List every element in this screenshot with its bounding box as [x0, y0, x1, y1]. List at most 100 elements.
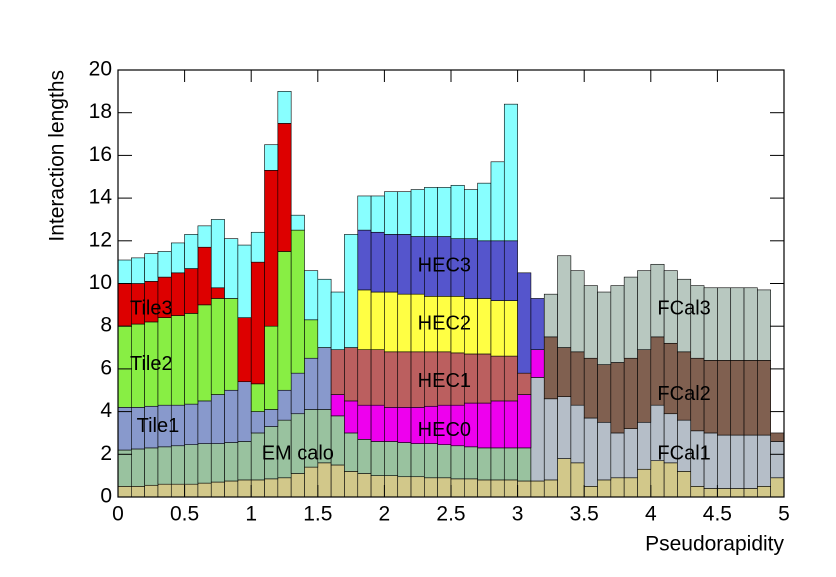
y-tick-label: 14	[89, 186, 113, 209]
histogram-segment	[490, 161, 505, 242]
histogram-segment	[410, 443, 425, 478]
histogram-segment	[543, 479, 558, 498]
histogram-segment	[224, 480, 239, 498]
histogram-segment	[224, 238, 239, 299]
histogram-segment	[250, 383, 265, 412]
histogram-segment	[743, 287, 758, 361]
histogram-segment	[157, 251, 172, 278]
histogram-segment	[357, 289, 372, 350]
histogram-segment	[157, 483, 172, 498]
histogram-segment	[397, 191, 412, 235]
histogram-segment	[131, 257, 145, 284]
histogram-segment	[623, 428, 638, 479]
histogram-segment	[117, 486, 132, 498]
histogram-segment	[424, 477, 438, 498]
histogram-segment	[397, 407, 412, 443]
histogram-segment	[530, 349, 545, 378]
histogram-segment	[597, 291, 612, 365]
histogram-segment	[330, 349, 345, 395]
histogram-segment	[357, 404, 372, 440]
histogram-segment	[503, 300, 518, 357]
histogram-segment	[344, 234, 359, 348]
histogram-segment	[397, 234, 412, 295]
y-tick-label: 6	[100, 356, 112, 379]
x-tick-label: 5	[778, 503, 790, 526]
histogram-segment	[397, 293, 412, 353]
histogram-segment	[131, 448, 145, 487]
histogram-segment	[570, 351, 585, 406]
histogram-segment	[477, 298, 492, 355]
histogram-segment	[503, 447, 518, 481]
histogram-segment	[197, 304, 212, 402]
histogram-segment	[277, 251, 292, 391]
histogram-segment	[357, 229, 372, 291]
histogram-segment	[530, 480, 545, 498]
histogram-segment	[743, 360, 758, 436]
histogram-segment	[543, 398, 558, 481]
y-tick-label: 18	[89, 100, 112, 123]
histogram-segment	[410, 189, 425, 237]
histogram-segment	[770, 441, 785, 479]
histogram-segment	[370, 404, 385, 442]
histogram-segment	[530, 298, 545, 350]
histogram-segment	[224, 389, 239, 443]
histogram-segment	[290, 214, 305, 231]
histogram-segment	[517, 394, 532, 449]
histogram-segment	[437, 444, 452, 479]
histogram-segment	[517, 480, 532, 498]
histogram-segment	[464, 189, 478, 239]
histogram-segment	[344, 432, 359, 472]
histogram-segment	[344, 400, 359, 434]
histogram-segment	[717, 434, 732, 489]
histogram-segment	[184, 268, 199, 314]
histogram-segment	[184, 444, 199, 485]
histogram-segment	[477, 182, 492, 242]
histogram-segment	[317, 347, 332, 410]
histogram-segment	[357, 349, 372, 406]
histogram-segment	[410, 476, 425, 498]
histogram-segment	[370, 195, 385, 233]
histogram-segment	[730, 488, 745, 498]
histogram-segment	[503, 240, 518, 301]
histogram-segment	[224, 442, 239, 482]
histogram-segment	[384, 291, 399, 353]
histogram-segment	[557, 458, 572, 498]
histogram-segment	[623, 477, 638, 498]
histogram-segment	[464, 478, 478, 498]
histogram-segment	[370, 441, 385, 476]
histogram-segment	[490, 400, 505, 449]
histogram-segment	[583, 285, 598, 359]
histogram-segment	[637, 349, 652, 423]
histogram-segment	[570, 404, 585, 464]
histogram-segment	[384, 441, 399, 476]
histogram-segment	[477, 402, 492, 449]
histogram-segment	[170, 483, 185, 498]
histogram-segment	[517, 272, 532, 374]
histogram-segment	[743, 488, 758, 498]
histogram-segment	[117, 407, 132, 451]
histogram-segment	[597, 479, 612, 498]
histogram-segment	[610, 477, 625, 498]
histogram-segment	[757, 360, 771, 436]
histogram-segment	[344, 471, 359, 498]
histogram-segment	[477, 447, 492, 481]
histogram-segment	[237, 441, 252, 481]
histogram-segment	[290, 372, 305, 415]
x-tick-label: 3	[512, 503, 524, 526]
histogram-segment	[330, 394, 345, 417]
layer-label: Tile1	[137, 415, 180, 437]
histogram-segment	[637, 270, 652, 350]
layer-label: Tile3	[130, 297, 173, 319]
histogram-segment	[490, 447, 505, 481]
histogram-segment	[237, 479, 252, 498]
histogram-segment	[610, 362, 625, 434]
histogram-segment	[250, 411, 265, 434]
y-tick-label: 20	[89, 58, 112, 81]
layer-label: Tile2	[130, 353, 173, 375]
histogram-segment	[610, 285, 625, 363]
histogram-segment	[397, 351, 412, 408]
histogram-segment	[264, 144, 279, 171]
histogram-segment	[543, 336, 558, 400]
histogram-segment	[503, 400, 518, 449]
